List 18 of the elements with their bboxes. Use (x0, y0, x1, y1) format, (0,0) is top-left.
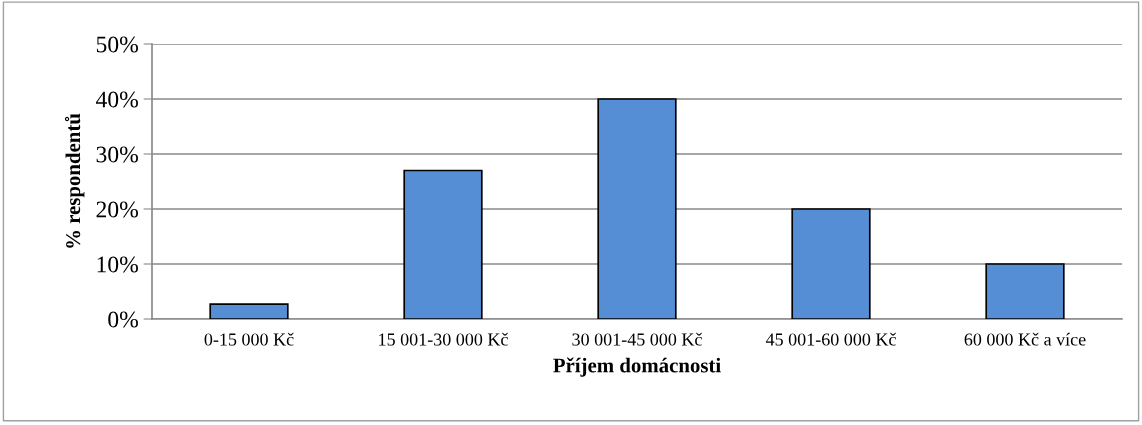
x-axis-title: Příjem domácnosti (553, 357, 721, 377)
bar (209, 303, 289, 319)
y-tick-label: 0% (108, 311, 138, 328)
x-tick-label: 45 001-60 000 Kč (765, 332, 896, 346)
x-tick-label: 30 001-45 000 Kč (572, 332, 702, 346)
bar (791, 208, 871, 319)
y-tick-label: 10% (97, 256, 138, 273)
x-tick-label: 0-15 000 Kč (204, 332, 294, 346)
bar (985, 263, 1065, 319)
bar (403, 169, 483, 319)
x-tick-label: 60 000 Kč a více (964, 332, 1086, 346)
y-tick-label: 30% (96, 146, 138, 163)
y-axis-title: % respondentů (64, 113, 85, 248)
bar (597, 98, 677, 319)
y-tick-label: 20% (96, 201, 138, 218)
y-tick-label: 40% (95, 91, 138, 108)
x-tick-label: 15 001-30 000 Kč (379, 332, 508, 346)
y-tick-label: 50% (96, 36, 138, 53)
